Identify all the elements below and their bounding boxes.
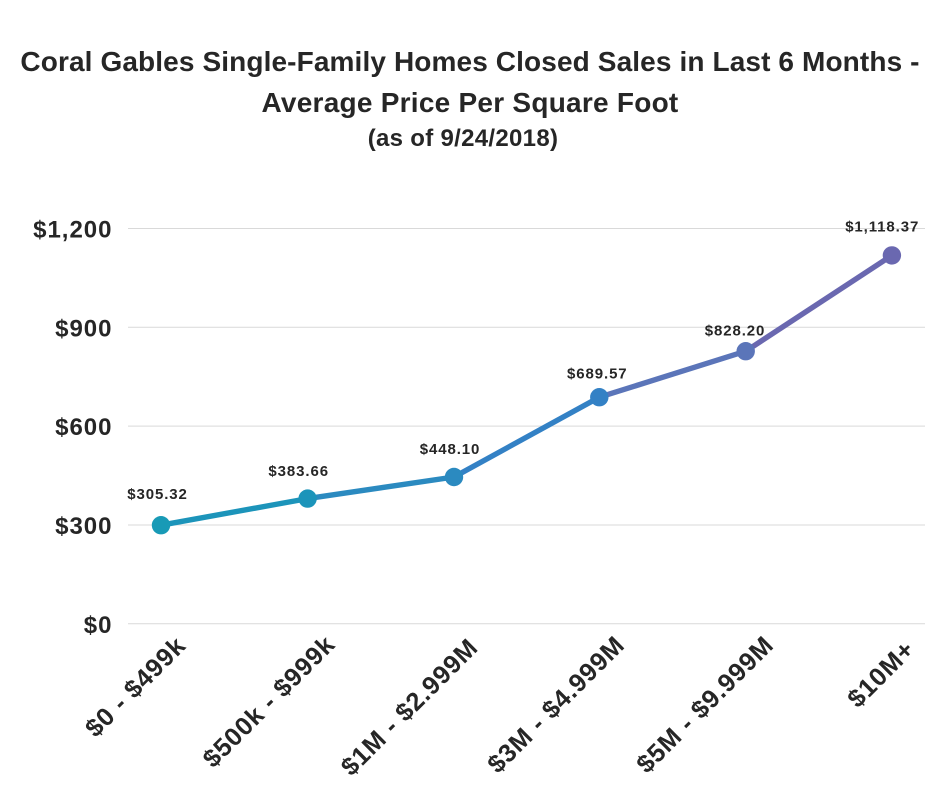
svg-text:$300: $300 — [55, 513, 112, 540]
svg-text:$600: $600 — [55, 414, 112, 441]
svg-text:$689.57: $689.57 — [567, 366, 628, 383]
svg-text:$5M - $9.999M: $5M - $9.999M — [631, 631, 779, 779]
svg-text:$1,118.37: $1,118.37 — [845, 218, 919, 235]
svg-text:Average Price Per Square Foot: Average Price Per Square Foot — [261, 87, 678, 118]
svg-text:$1,200: $1,200 — [33, 217, 112, 244]
svg-text:$383.66: $383.66 — [268, 463, 329, 480]
svg-text:$500k - $999k: $500k - $999k — [198, 630, 341, 773]
svg-text:$900: $900 — [55, 315, 112, 342]
svg-text:$1M - $2.999M: $1M - $2.999M — [336, 634, 484, 782]
svg-text:$3M - $4.999M: $3M - $4.999M — [482, 631, 630, 779]
svg-text:$10M+: $10M+ — [842, 635, 920, 713]
svg-text:$0 - $499k: $0 - $499k — [80, 631, 191, 742]
svg-text:(as of 9/24/2018): (as of 9/24/2018) — [368, 125, 559, 152]
svg-text:$448.10: $448.10 — [420, 441, 481, 458]
svg-text:Coral Gables Single-Family Hom: Coral Gables Single-Family Homes Closed … — [20, 46, 919, 77]
svg-text:$305.32: $305.32 — [127, 486, 188, 503]
svg-text:$0: $0 — [84, 612, 113, 639]
svg-text:$828.20: $828.20 — [705, 322, 766, 339]
